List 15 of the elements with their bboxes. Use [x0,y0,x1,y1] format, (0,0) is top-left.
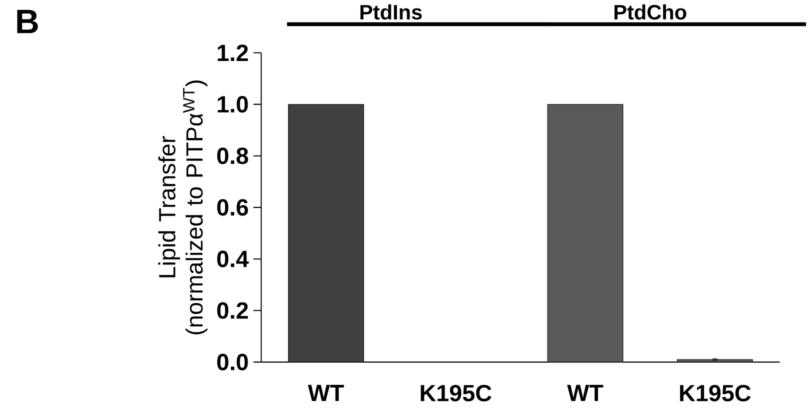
text: B [17,10,38,34]
x-tick-label: WT [567,385,604,402]
y-tick-label: 0.6 [217,199,248,216]
y-axis-title: Lipid Transfer (normalized to PITPα$^{WT}$) [158,80,208,335]
y-tick-label: 0.0 [217,354,248,371]
x-tick-label: K195C [680,385,751,402]
y-tick-label: 0.4 [217,250,249,268]
text: PtdCho [614,4,686,20]
y-tick-label: 0.8 [217,148,248,164]
x-tick-label: WT [308,385,344,402]
y-tick-label: 0.2 [217,302,248,319]
text: PtdIns [360,4,422,20]
y-tick-label: 1.0 [218,96,248,113]
y-tick-label: 1.2 [218,44,248,62]
x-tick-label: K195C [420,385,492,402]
